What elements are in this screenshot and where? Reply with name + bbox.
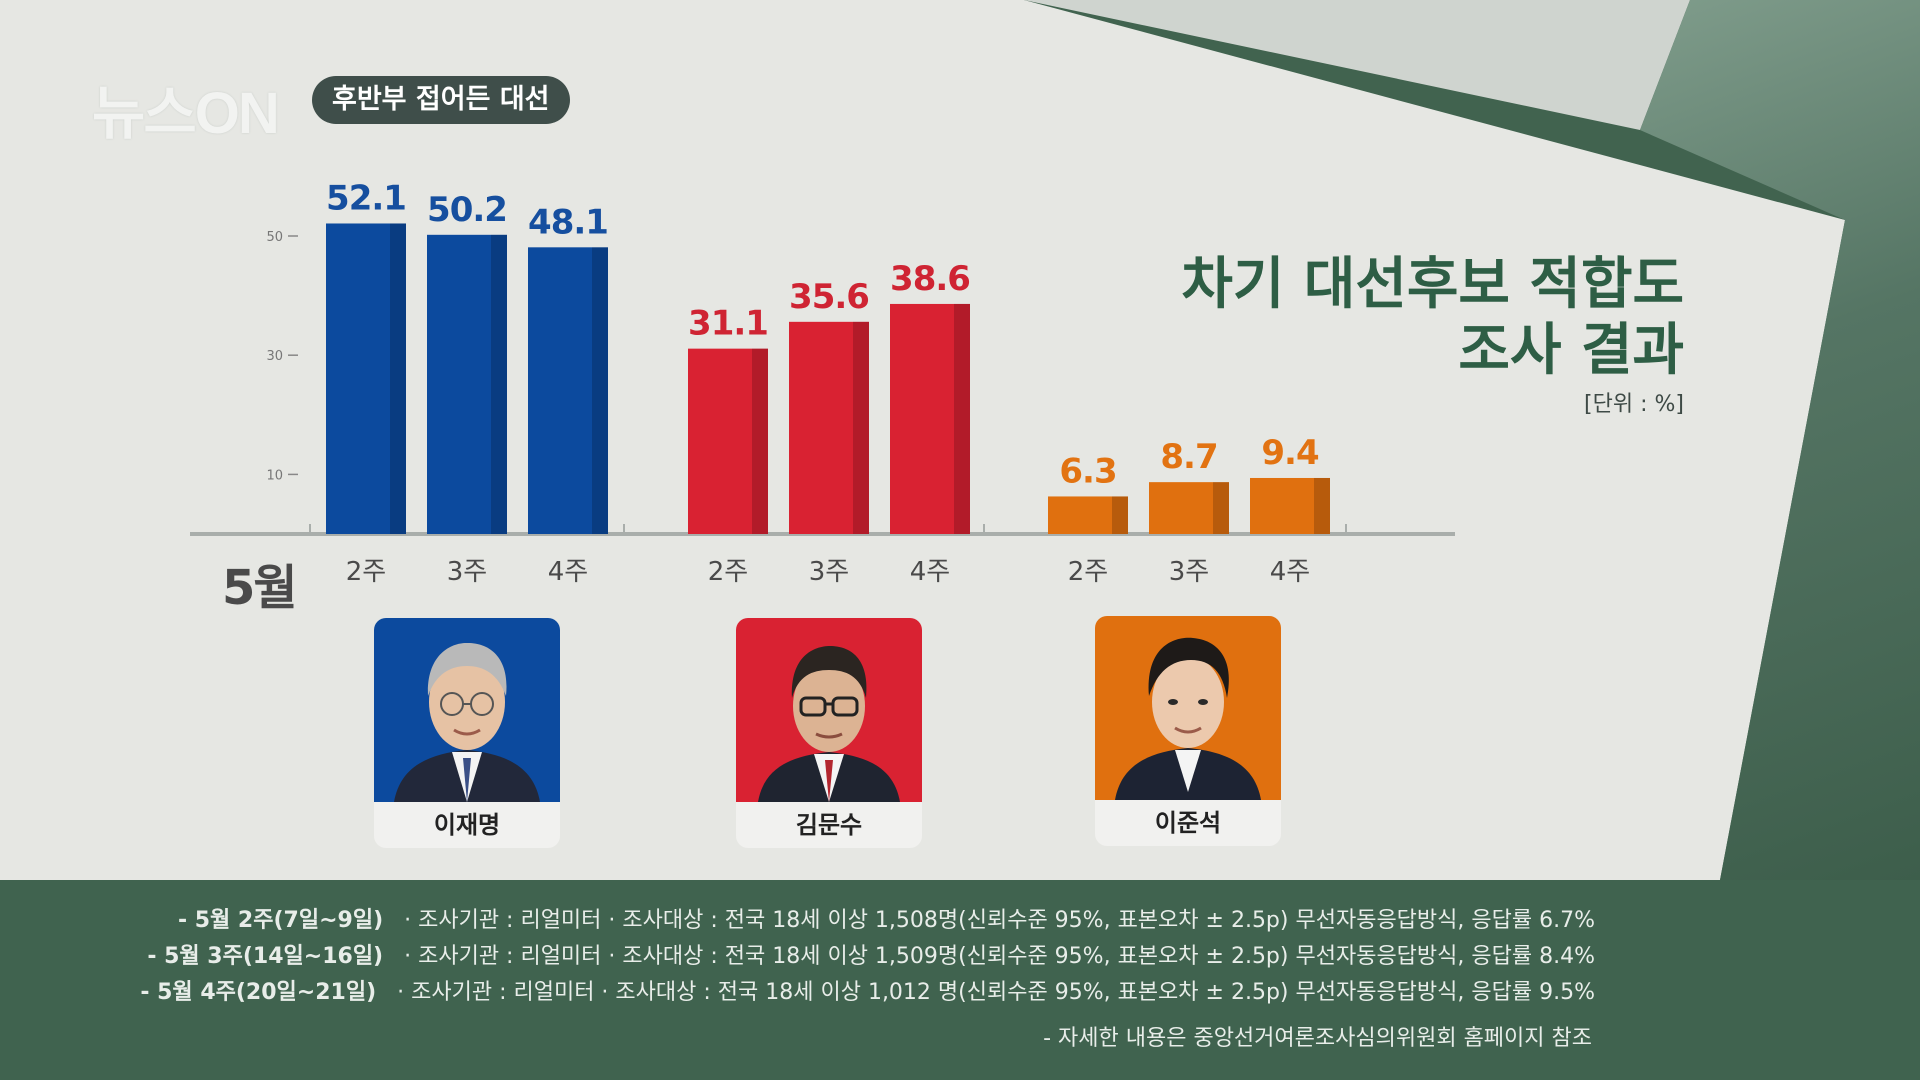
x-tick-label: 4주	[548, 557, 588, 587]
data-label: 6.3	[1059, 451, 1116, 491]
tie-shape	[825, 760, 833, 802]
chart-title-line-1: 차기 대선후보 적합도	[1181, 252, 1684, 317]
survey-note-row: - 5월 2주(7일~9일) · 조사기관 : 리얼미터 · 조사대상 : 전국…	[0, 902, 1595, 934]
bar	[427, 234, 507, 535]
data-label: 9.4	[1261, 433, 1319, 473]
data-label: 31.1	[688, 304, 768, 344]
x-tick-label: 4주	[1270, 557, 1310, 587]
x-tick-label: 3주	[1169, 557, 1209, 587]
channel-logo: 뉴스ON	[92, 81, 280, 146]
candidate-card-kim-moonsoo: 김문수	[736, 618, 922, 848]
bar-shade	[853, 321, 869, 534]
tie-shape	[463, 758, 471, 802]
mouth-shape	[815, 732, 843, 739]
bar	[1149, 482, 1229, 534]
y-tick-label: 10	[266, 468, 283, 483]
mouth-shape	[1174, 726, 1202, 734]
x-tick-label: 2주	[708, 557, 748, 587]
x-tick-label: 2주	[346, 557, 386, 587]
bar	[1048, 496, 1128, 534]
bar-shade	[954, 303, 970, 534]
portrait-icon	[1095, 616, 1281, 800]
candidate-name: 이준석	[1095, 800, 1281, 846]
bar	[789, 321, 869, 534]
portrait-icon	[374, 618, 560, 802]
bar-shade	[752, 348, 768, 534]
x-tick-label: 3주	[447, 557, 487, 587]
bar-shade	[491, 234, 507, 535]
bar	[890, 303, 970, 534]
face-shape	[1152, 656, 1224, 748]
mouth-shape	[453, 728, 481, 736]
eye-left	[1168, 699, 1178, 705]
survey-note-row: - 5월 4주(20일~21일) · 조사기관 : 리얼미터 · 조사대상 : …	[0, 974, 1595, 1006]
glasses-left	[799, 696, 827, 717]
survey-period: - 5월 2주(7일~9일)	[177, 908, 384, 933]
hair-shape	[791, 646, 867, 698]
bar	[326, 223, 406, 534]
month-label: 5월	[222, 560, 298, 616]
bar	[1250, 477, 1330, 534]
glasses-right	[831, 696, 859, 717]
portrait-icon	[736, 618, 922, 802]
bar-shade	[1112, 496, 1128, 534]
chart-title: 차기 대선후보 적합도 조사 결과	[1181, 252, 1684, 384]
bar-shade	[592, 247, 608, 534]
hair-shape	[427, 642, 507, 696]
data-label: 38.6	[890, 259, 970, 299]
data-label: 35.6	[789, 277, 869, 317]
survey-details: · 조사기관 : 리얼미터 · 조사대상 : 전국 18세 이상 1,012 명…	[397, 980, 1595, 1005]
data-label: 52.1	[326, 178, 406, 218]
x-tick-label: 3주	[809, 557, 849, 587]
y-tick-label: 50	[266, 230, 283, 245]
candidate-card-lee-junseok: 이준석	[1095, 616, 1281, 846]
survey-notes-panel	[0, 880, 1920, 1080]
bar-shade	[1213, 482, 1229, 534]
x-tick-label: 4주	[910, 557, 950, 587]
face-shape	[429, 654, 505, 750]
bar-chart: 10 30 50 52.1 2주 50.2 3주 48.1 4주 31.1 2주 35.6 3주 38.6…	[190, 178, 1455, 587]
survey-period: - 5월 3주(14일~16일)	[147, 944, 384, 969]
hair-shape	[1148, 637, 1229, 698]
unit-label: [단위 : %]	[1584, 392, 1684, 417]
bar-shade	[390, 223, 406, 534]
survey-details: · 조사기관 : 리얼미터 · 조사대상 : 전국 18세 이상 1,508명(…	[404, 908, 1595, 933]
bar	[528, 247, 608, 534]
eye-right	[1198, 699, 1208, 705]
bar	[688, 348, 768, 534]
x-tick-label: 2주	[1068, 557, 1108, 587]
y-tick-label: 30	[266, 349, 283, 364]
data-label: 50.2	[427, 190, 507, 230]
survey-details: · 조사기관 : 리얼미터 · 조사대상 : 전국 18세 이상 1,509명(…	[404, 944, 1595, 969]
data-label: 8.7	[1160, 437, 1217, 477]
data-label: 48.1	[528, 202, 608, 242]
candidate-card-lee-jaemyung: 이재명	[374, 618, 560, 848]
source-note: - 자세한 내용은 중앙선거여론조사심의위원회 홈페이지 참조	[1043, 1026, 1592, 1051]
survey-note-row: - 5월 3주(14일~16일) · 조사기관 : 리얼미터 · 조사대상 : …	[0, 938, 1595, 970]
chart-title-line-2: 조사 결과	[1458, 318, 1684, 383]
candidate-name: 이재명	[374, 802, 560, 848]
face-shape	[793, 660, 865, 752]
segment-tag: 후반부 접어든 대선	[312, 76, 570, 124]
candidate-name: 김문수	[736, 802, 922, 848]
bar-shade	[1314, 477, 1330, 534]
survey-period: - 5월 4주(20일~21일)	[140, 980, 377, 1005]
shirt-shape	[1175, 750, 1201, 792]
